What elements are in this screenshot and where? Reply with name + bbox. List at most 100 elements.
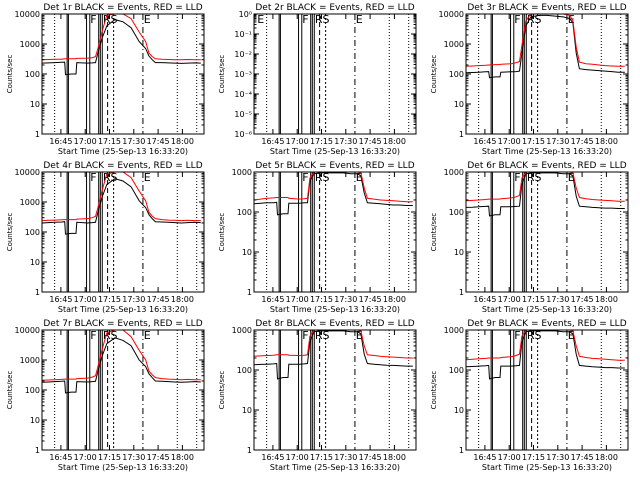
- x-tick-label: 18:00: [383, 295, 406, 304]
- marker-f: F: [514, 13, 520, 26]
- y-tick-label: 100: [25, 386, 40, 395]
- y-tick-label: 1: [459, 446, 464, 455]
- plot-frame: [41, 171, 205, 293]
- x-tick-label: 17:45: [571, 137, 594, 146]
- y-tick-label: 100: [237, 208, 252, 217]
- y-tick-label: 10⁻⁴: [234, 90, 252, 99]
- series-line-lld: [41, 13, 201, 61]
- x-tick-label: 17:15: [98, 453, 121, 462]
- y-tick-label: 10000: [15, 10, 40, 19]
- x-tick-label: 16:45: [49, 137, 72, 146]
- marker-rs: RS: [315, 329, 330, 342]
- x-axis-label: Start Time (25-Sep-13 16:33:20): [482, 147, 612, 156]
- x-tick-label: 17:30: [546, 137, 569, 146]
- plot-frame: [465, 171, 629, 293]
- marker-f: F: [302, 329, 308, 342]
- x-tick-label: 17:00: [286, 453, 309, 462]
- y-axis-label: Counts/sec: [218, 55, 226, 94]
- y-tick-label: 10: [242, 406, 252, 415]
- y-axis-label: Counts/sec: [218, 213, 226, 252]
- x-tick-label: 17:00: [74, 137, 97, 146]
- x-tick-label: 16:45: [473, 453, 496, 462]
- marker-e: E: [356, 329, 363, 342]
- panel-title: Det 3r BLACK = Events, RED = LLD: [467, 3, 626, 13]
- y-tick-label: 1000: [20, 198, 40, 207]
- x-tick-label: 17:45: [571, 453, 594, 462]
- x-tick-label: 18:00: [171, 453, 194, 462]
- series-line-lld: [465, 13, 625, 67]
- y-tick-label: 10: [454, 100, 464, 109]
- y-tick-label: 10⁻⁵: [234, 110, 252, 119]
- x-tick-label: 18:00: [383, 453, 406, 462]
- y-tick-label: 1: [35, 288, 40, 297]
- x-tick-label: 17:45: [359, 453, 382, 462]
- plot-frame: [465, 329, 629, 451]
- y-tick-label: 10000: [15, 168, 40, 177]
- x-tick-label: 17:00: [286, 295, 309, 304]
- x-tick-label: 18:00: [171, 137, 194, 146]
- y-tick-label: 10: [30, 258, 40, 267]
- x-tick-label: 16:45: [473, 137, 496, 146]
- y-tick-label: 10: [242, 248, 252, 257]
- y-axis-label: Counts/sec: [430, 55, 438, 94]
- x-tick-label: 17:30: [122, 453, 145, 462]
- marker-f: F: [90, 171, 96, 184]
- y-tick-label: 100: [237, 366, 252, 375]
- x-tick-label: 17:30: [546, 453, 569, 462]
- x-tick-label: 16:45: [261, 453, 284, 462]
- marker-e: E: [144, 329, 151, 342]
- y-tick-label: 1: [459, 288, 464, 297]
- y-axis-label: Counts/sec: [6, 55, 14, 94]
- x-tick-label: 17:30: [334, 137, 357, 146]
- marker-e: E: [568, 329, 575, 342]
- x-tick-label: 17:15: [310, 295, 333, 304]
- series-line-events: [253, 330, 413, 380]
- y-tick-label: 1: [247, 288, 252, 297]
- panel-title: Det 6r BLACK = Events, RED = LLD: [467, 161, 626, 171]
- x-tick-label: 17:30: [334, 453, 357, 462]
- series-line-lld: [41, 171, 201, 222]
- x-tick-label: 18:00: [171, 295, 194, 304]
- y-tick-label: 100: [25, 70, 40, 79]
- marker-f: F: [90, 329, 96, 342]
- y-tick-label: 100: [449, 208, 464, 217]
- series-line-lld: [253, 329, 413, 359]
- y-axis-label: Counts/sec: [6, 213, 14, 252]
- x-tick-label: 16:45: [473, 295, 496, 304]
- series-line-events: [253, 172, 413, 216]
- y-tick-label: 10: [30, 416, 40, 425]
- x-tick-label: 17:45: [571, 295, 594, 304]
- marker-f: F: [514, 329, 520, 342]
- x-tick-label: 17:15: [310, 453, 333, 462]
- panel-title: Det 7r BLACK = Events, RED = LLD: [43, 319, 202, 329]
- marker-rs: RS: [315, 171, 330, 184]
- x-axis-label: Start Time (25-Sep-13 16:33:20): [58, 147, 188, 156]
- series-line-events: [465, 14, 625, 79]
- x-tick-label: 17:45: [359, 295, 382, 304]
- y-tick-label: 1000: [20, 356, 40, 365]
- plot-frame: [253, 13, 417, 135]
- y-tick-label: 1: [35, 130, 40, 139]
- x-tick-label: 17:00: [74, 295, 97, 304]
- series-line-events: [465, 330, 625, 380]
- marker-e-left: E: [257, 13, 264, 26]
- x-tick-label: 17:15: [522, 137, 545, 146]
- x-tick-label: 18:00: [383, 137, 406, 146]
- series-line-lld: [253, 171, 413, 203]
- x-tick-label: 18:00: [595, 453, 618, 462]
- series-line-lld: [41, 329, 201, 381]
- marker-f: F: [514, 171, 520, 184]
- y-axis-label: Counts/sec: [6, 371, 14, 410]
- x-axis-label: Start Time (25-Sep-13 16:33:20): [270, 305, 400, 314]
- x-tick-label: 17:15: [310, 137, 333, 146]
- y-tick-label: 10: [454, 248, 464, 257]
- x-tick-label: 17:00: [286, 137, 309, 146]
- marker-f: F: [90, 13, 96, 26]
- y-tick-label: 10000: [439, 10, 464, 19]
- y-tick-label: 1000: [20, 40, 40, 49]
- x-tick-label: 17:00: [498, 295, 521, 304]
- series-line-events: [41, 19, 201, 76]
